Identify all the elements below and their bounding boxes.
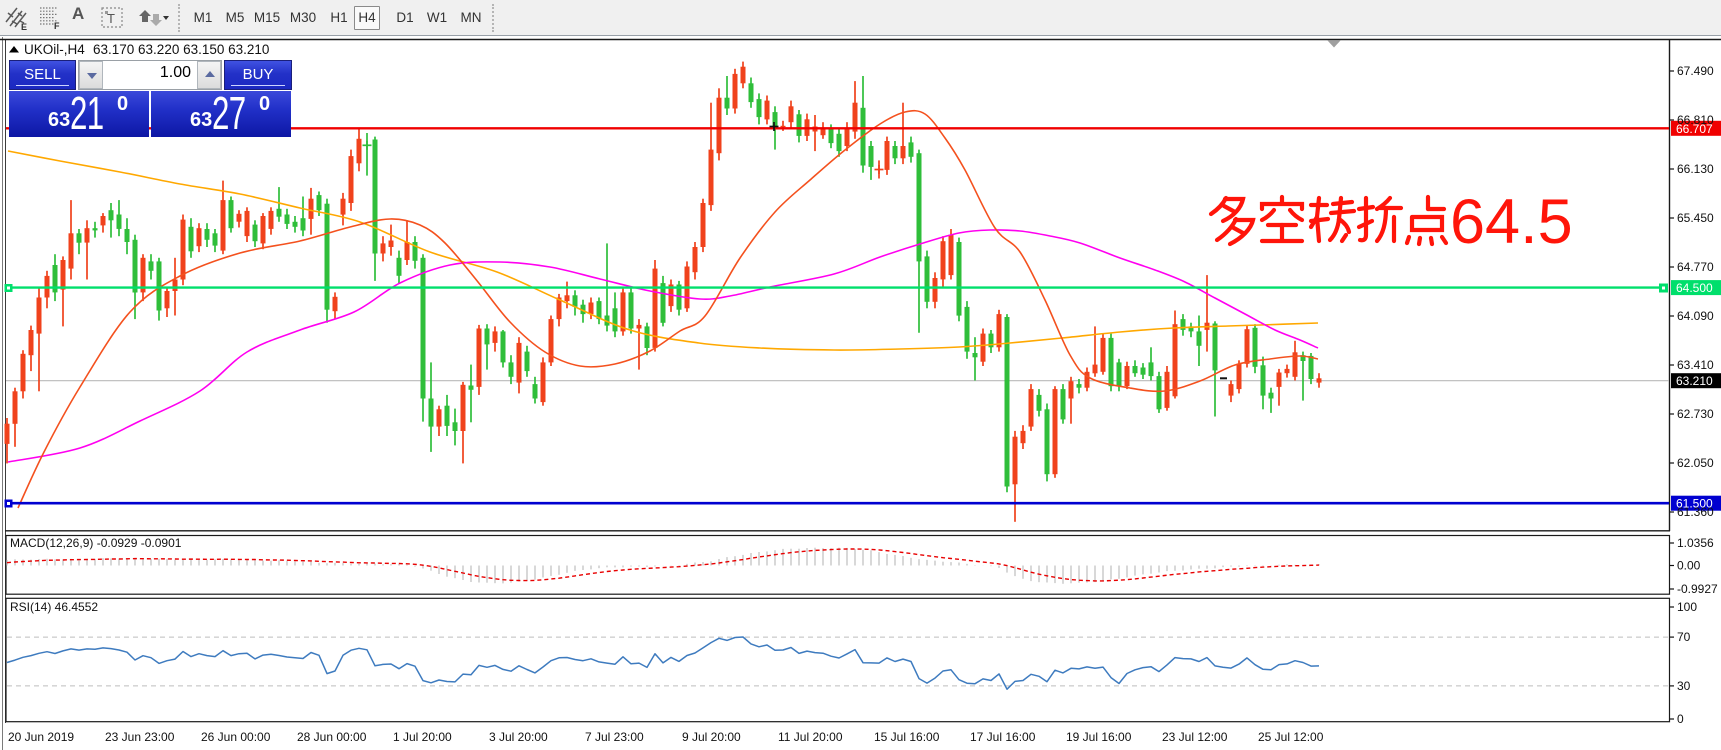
svg-text:67.490: 67.490 <box>1677 64 1714 78</box>
svg-text:66.707: 66.707 <box>1676 122 1713 136</box>
svg-text:61.360: 61.360 <box>1677 505 1714 519</box>
svg-text:64.770: 64.770 <box>1677 260 1714 274</box>
svg-text:66.810: 66.810 <box>1677 113 1714 127</box>
svg-text:25 Jul 12:00: 25 Jul 12:00 <box>1258 730 1324 744</box>
svg-text:70: 70 <box>1677 630 1691 644</box>
svg-text:66.130: 66.130 <box>1677 162 1714 176</box>
svg-text:MACD(12,26,9) -0.0929 -0.0901: MACD(12,26,9) -0.0929 -0.0901 <box>10 536 182 550</box>
svg-text:64.090: 64.090 <box>1677 309 1714 323</box>
svg-text:64.500: 64.500 <box>1676 281 1713 295</box>
svg-text:11 Jul 20:00: 11 Jul 20:00 <box>778 730 843 744</box>
svg-text:1 Jul 20:00: 1 Jul 20:00 <box>393 730 452 744</box>
svg-text:-0.9927: -0.9927 <box>1677 582 1718 596</box>
svg-text:7 Jul 23:00: 7 Jul 23:00 <box>585 730 644 744</box>
svg-text:RSI(14) 46.4552: RSI(14) 46.4552 <box>10 600 98 614</box>
svg-text:17 Jul 16:00: 17 Jul 16:00 <box>970 730 1036 744</box>
svg-text:UKOil-,H4: UKOil-,H4 <box>24 42 85 57</box>
svg-text:0.00: 0.00 <box>1677 559 1701 573</box>
svg-text:15 Jul 16:00: 15 Jul 16:00 <box>874 730 940 744</box>
svg-text:64.5: 64.5 <box>1450 187 1573 257</box>
svg-text:61.500: 61.500 <box>1676 497 1713 511</box>
svg-text:28 Jun 00:00: 28 Jun 00:00 <box>297 730 367 744</box>
svg-text:T: T <box>107 11 115 26</box>
svg-text:30: 30 <box>1677 679 1691 693</box>
svg-text:63.410: 63.410 <box>1677 358 1714 372</box>
svg-text:62.730: 62.730 <box>1677 407 1714 421</box>
svg-text:9 Jul 20:00: 9 Jul 20:00 <box>682 730 741 744</box>
svg-text:23 Jun 23:00: 23 Jun 23:00 <box>105 730 175 744</box>
svg-text:63.170 63.220 63.150 63.210: 63.170 63.220 63.150 63.210 <box>93 42 269 57</box>
svg-text:E: E <box>21 22 27 31</box>
svg-text:F: F <box>54 21 60 31</box>
svg-text:1.0356: 1.0356 <box>1677 536 1714 550</box>
svg-text:0: 0 <box>1677 712 1684 726</box>
svg-text:100: 100 <box>1677 600 1697 614</box>
svg-text:63.210: 63.210 <box>1676 374 1713 388</box>
svg-text:3 Jul 20:00: 3 Jul 20:00 <box>489 730 548 744</box>
svg-text:62.050: 62.050 <box>1677 456 1714 470</box>
svg-text:19 Jul 16:00: 19 Jul 16:00 <box>1066 730 1132 744</box>
svg-text:26 Jun 00:00: 26 Jun 00:00 <box>201 730 271 744</box>
svg-text:65.450: 65.450 <box>1677 211 1714 225</box>
svg-text:20 Jun 2019: 20 Jun 2019 <box>8 730 74 744</box>
svg-text:23 Jul 12:00: 23 Jul 12:00 <box>1162 730 1228 744</box>
